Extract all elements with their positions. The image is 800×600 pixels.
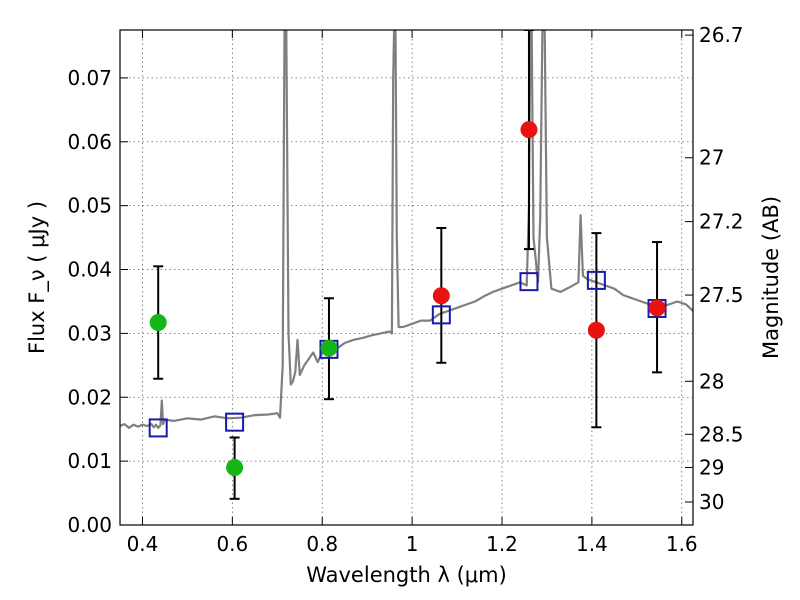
optical-photometry-point xyxy=(149,314,167,332)
nir-photometry-point xyxy=(587,321,605,339)
y-tick-label: 0.06 xyxy=(67,130,112,154)
y-tick-label: 0.01 xyxy=(67,449,112,473)
grid-layer xyxy=(120,30,693,526)
right-tick-label: 27 xyxy=(699,146,724,170)
y-axis-label-right: Magnitude (AB) xyxy=(759,196,783,359)
x-tick-label: 1.4 xyxy=(576,532,608,556)
x-axis-label: Wavelength λ (μm) xyxy=(306,563,507,587)
x-tick-label: 0.8 xyxy=(306,532,338,556)
errorbar-layer xyxy=(153,30,663,500)
x-tick-label: 1.6 xyxy=(666,532,698,556)
right-tick-label: 27.5 xyxy=(699,283,744,307)
y-tick-label: 0.05 xyxy=(67,194,112,218)
nir-photometry-point xyxy=(520,121,538,139)
model-photometry-point xyxy=(225,412,245,432)
optical-photometry-point xyxy=(320,339,338,357)
nir-photometry-point xyxy=(648,299,666,317)
y-tick-label: 0.00 xyxy=(67,513,112,537)
plot-frame xyxy=(119,29,694,526)
x-tick-label: 1.2 xyxy=(486,532,518,556)
spectrum-layer xyxy=(120,30,693,429)
x-tick-label: 0.4 xyxy=(127,532,159,556)
nir-photometry-point xyxy=(432,287,450,305)
right-tick-label: 29 xyxy=(699,456,724,480)
right-tick-label: 30 xyxy=(699,490,724,514)
x-tick-label: 1 xyxy=(406,532,419,556)
y-axis-label: Flux F_ν ( μJy ) xyxy=(25,201,50,354)
optical-photometry-point xyxy=(226,459,244,477)
tick-layer: 0.4 0.6 0.8 1 1.2 1.4 1.6 0.00 0.01 0.02 0.03 0.04 0… xyxy=(67,23,743,556)
model-photometry-point xyxy=(519,272,539,292)
right-tick-label: 28.5 xyxy=(699,422,744,446)
y-tick-label: 0.07 xyxy=(67,66,112,90)
model-photometry-point xyxy=(431,305,451,325)
right-tick-label: 27.2 xyxy=(699,210,744,234)
marker-layer xyxy=(148,121,667,477)
y-tick-label: 0.03 xyxy=(67,321,112,345)
model-photometry-point xyxy=(148,418,168,438)
y-tick-label: 0.04 xyxy=(67,258,112,282)
y-tick-label: 0.02 xyxy=(67,385,112,409)
model-photometry-point xyxy=(586,270,606,290)
x-tick-label: 0.6 xyxy=(216,532,248,556)
right-tick-label: 26.7 xyxy=(699,23,744,47)
right-tick-label: 28 xyxy=(699,369,724,393)
spectrum-line xyxy=(120,30,693,429)
